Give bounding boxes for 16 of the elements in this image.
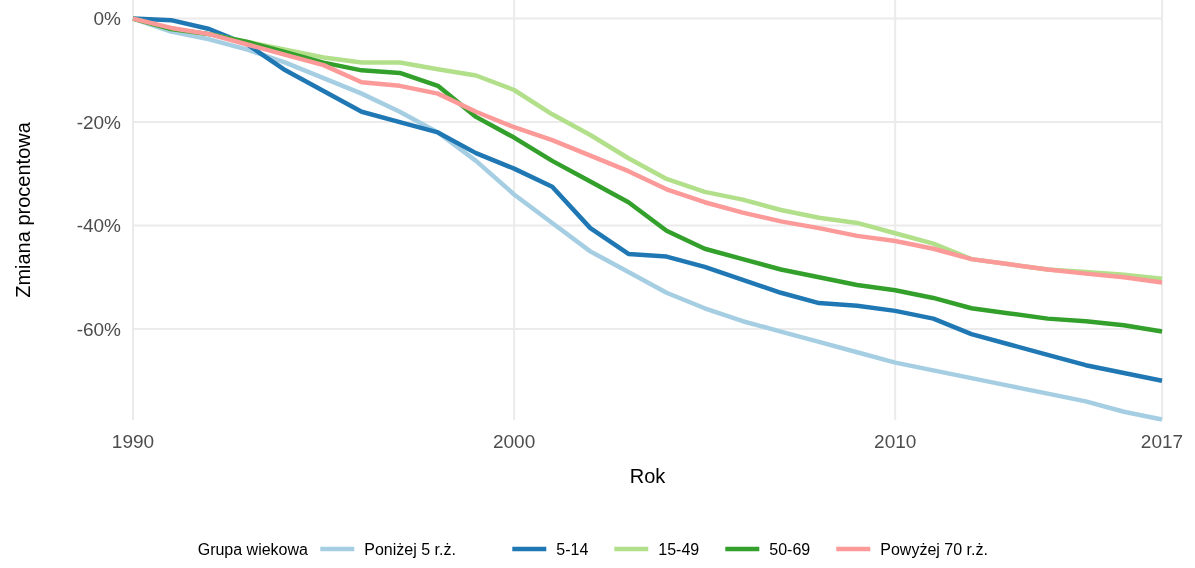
y-tick-label: -60% <box>76 318 122 340</box>
y-tick-label: -40% <box>76 215 122 237</box>
x-tick-label: 2017 <box>1140 431 1184 452</box>
legend-label: 50-69 <box>769 541 811 558</box>
legend-label: Poniżej 5 r.ż. <box>364 541 456 558</box>
legend-label: 5-14 <box>556 541 589 558</box>
y-axis-title: Zmiana procentowa <box>12 121 34 298</box>
x-tick-label: 1990 <box>111 431 155 452</box>
legend-label: Powyżej 70 r.ż. <box>880 541 988 558</box>
legend-label: 15-49 <box>658 541 700 558</box>
x-tick-label: 2010 <box>874 431 917 452</box>
x-tick-label: 2000 <box>492 431 536 452</box>
y-tick-label: -20% <box>76 111 122 133</box>
y-tick-label: 0% <box>93 8 122 30</box>
legend-title: Grupa wiekowa <box>197 541 309 558</box>
x-axis-title: Rok <box>629 465 667 487</box>
